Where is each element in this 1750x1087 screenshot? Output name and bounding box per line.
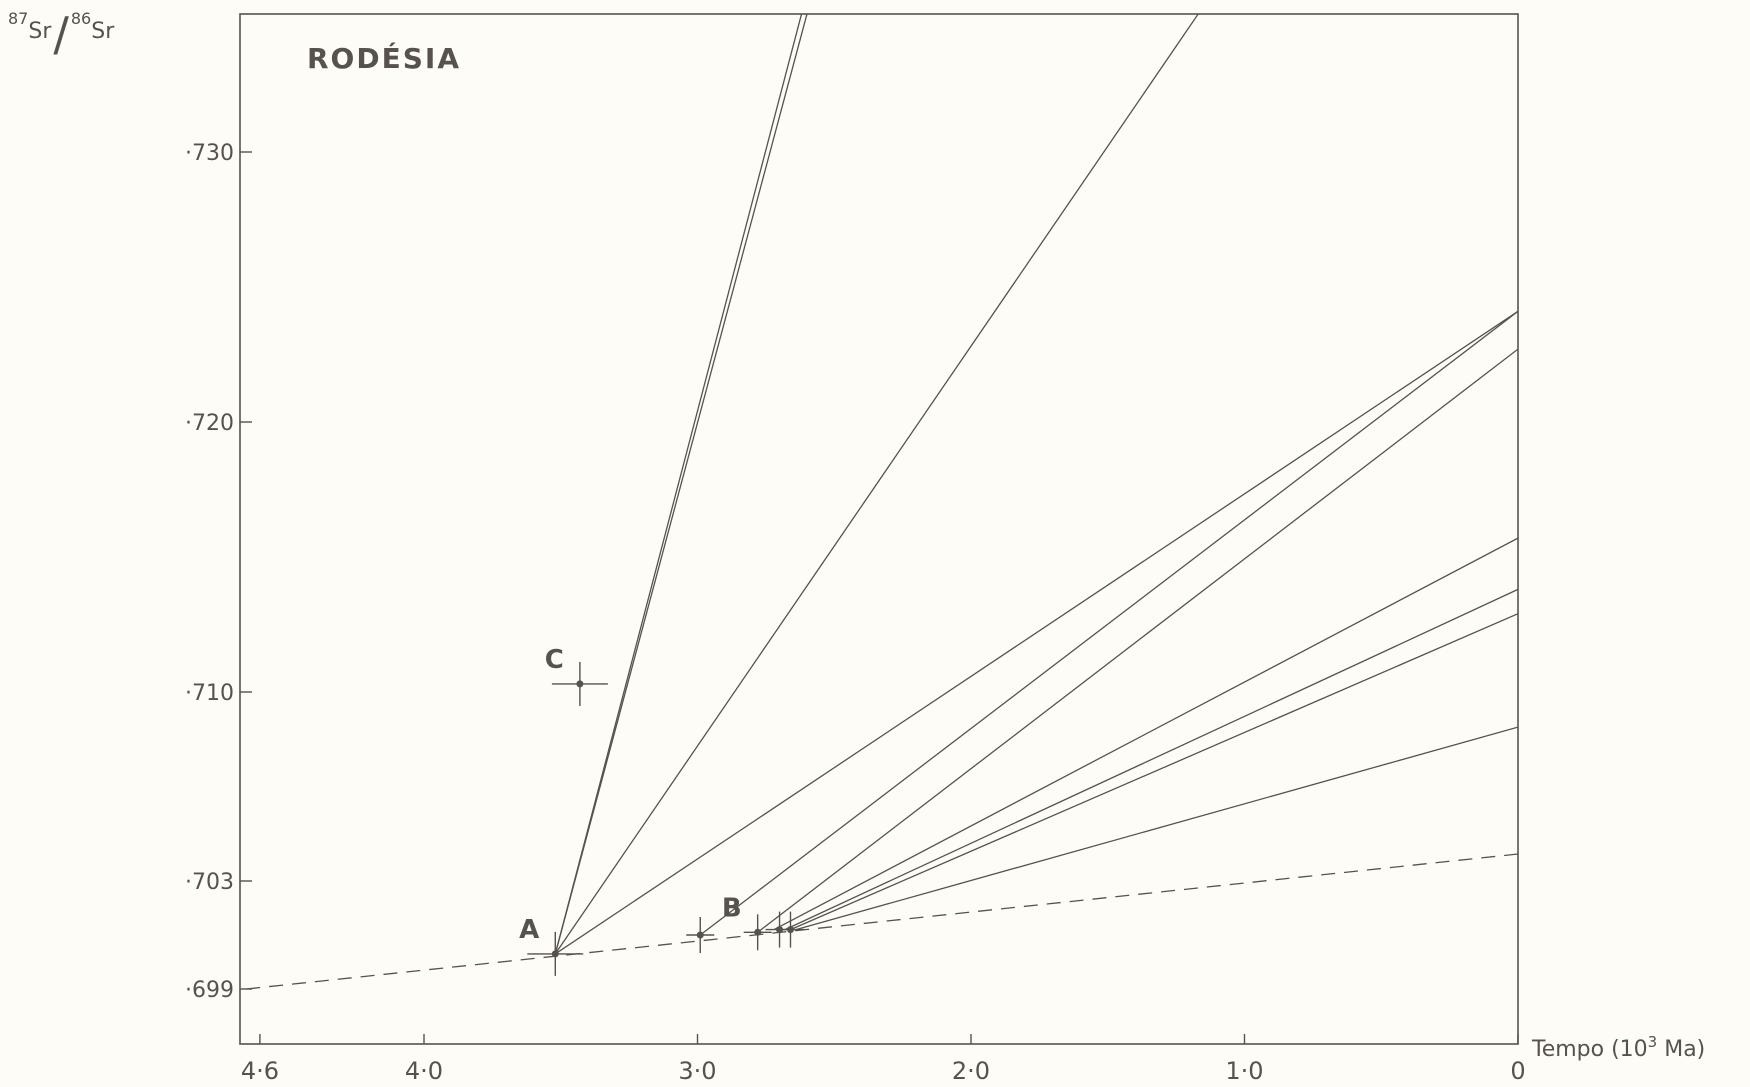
series-line-0 [554, 14, 803, 955]
series-group [554, 14, 1518, 955]
point-label-B: B [722, 893, 742, 923]
series-line-1 [554, 14, 808, 955]
series-line-7 [784, 588, 1518, 931]
data-point-3 [696, 931, 704, 939]
series-line-6 [773, 537, 1518, 931]
chart-title: RODÉSIA [307, 41, 461, 75]
x-tick-label-4: 1·0 [1225, 1057, 1263, 1085]
data-point-0 [551, 950, 559, 958]
x-label-exp: 3 [1648, 1033, 1658, 1051]
x-tick-label-3: 2·0 [952, 1057, 990, 1085]
data-point-1 [576, 680, 584, 688]
plot-frame [239, 13, 1519, 1045]
point-label-A: A [519, 915, 539, 945]
y-tick-label-3: ·720 [185, 411, 234, 436]
series-line-2 [554, 14, 1199, 955]
y-tick-label-0: ·699 [185, 978, 234, 1003]
series-line-8 [790, 613, 1518, 931]
y-label-num-el: Sr [28, 19, 52, 44]
series-line-4 [699, 310, 1518, 936]
y-axis-label: 87Sr/86Sr [8, 7, 115, 61]
x-label-suffix: Ma) [1657, 1037, 1705, 1062]
reference-line [246, 853, 1519, 990]
data-point-2 [754, 928, 762, 936]
x-tick-label-2: 3·0 [678, 1057, 716, 1085]
x-axis-label: Tempo (103 Ma) [1531, 1033, 1705, 1062]
x-tick-label-1: 4·0 [405, 1057, 443, 1085]
x-label-prefix: Tempo (10 [1531, 1037, 1648, 1062]
y-tick-label-4: ·730 [185, 141, 234, 166]
y-label-den-mass: 86 [71, 9, 91, 28]
y-label-den-el: Sr [91, 19, 115, 44]
y-tick-label-2: ·710 [185, 681, 234, 706]
series-line-3 [554, 310, 1518, 955]
y-label-num-mass: 87 [8, 9, 28, 28]
y-label-slash: / [53, 7, 69, 61]
y-tick-label-1: ·703 [185, 870, 234, 895]
x-tick-label-5: 0 [1510, 1057, 1525, 1085]
series-line-9 [795, 726, 1518, 931]
x-tick-label-0: 4·6 [241, 1057, 279, 1085]
point-label-C: C [545, 645, 564, 675]
data-point-5 [786, 926, 794, 934]
series-line-5 [757, 348, 1518, 933]
